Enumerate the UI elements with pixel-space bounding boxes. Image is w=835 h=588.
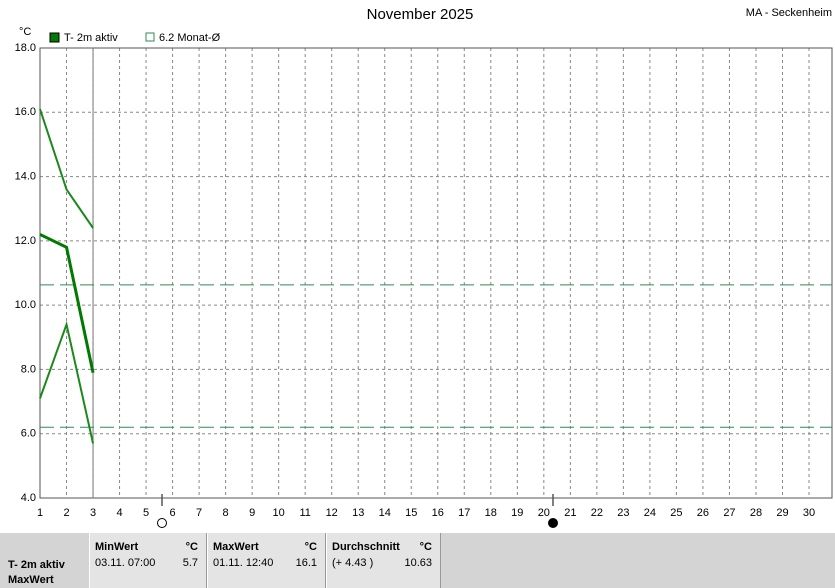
chart-title: November 2025 (367, 6, 474, 23)
x-tick-label: 8 (223, 507, 229, 519)
x-tick-label: 29 (776, 507, 788, 519)
row-label: MaxWert (8, 574, 54, 586)
x-tick-label: 21 (564, 507, 576, 519)
x-tick-label: 25 (670, 507, 682, 519)
y-tick-label: 14.0 (15, 170, 36, 182)
y-tick-label: 18.0 (15, 42, 36, 54)
column-time: 01.11. 12:40 (213, 557, 274, 569)
x-tick-label: 1 (37, 507, 43, 519)
x-tick-label: 22 (591, 507, 603, 519)
y-tick-label: 4.0 (21, 492, 36, 504)
x-tick-label: 18 (485, 507, 497, 519)
column-unit: °C (419, 541, 432, 553)
x-tick-label: 10 (273, 507, 285, 519)
x-tick-label: 16 (432, 507, 444, 519)
y-tick-label: 6.0 (21, 428, 36, 440)
x-tick-label: 5 (143, 507, 149, 519)
x-tick-label: 3 (90, 507, 96, 519)
column-time: 03.11. 07:00 (95, 557, 156, 569)
y-tick-label: 8.0 (21, 363, 36, 375)
summary-column: Durchschnitt °C (+ 4.43 ) 10.63 (326, 533, 441, 588)
column-value: 5.7 (182, 557, 198, 569)
x-tick-label: 17 (458, 507, 470, 519)
summary-column: MinWert °C 03.11. 07:00 5.7 (89, 533, 207, 588)
x-tick-label: 9 (249, 507, 255, 519)
x-tick-label: 27 (723, 507, 735, 519)
series-line (39, 233, 95, 373)
plot-frame (39, 47, 833, 499)
x-tick-label: 19 (511, 507, 523, 519)
x-tick-label: 2 (63, 507, 69, 519)
x-tick-label: 24 (644, 507, 656, 519)
x-tick-label: 15 (405, 507, 417, 519)
column-header: Durchschnitt (332, 541, 400, 553)
column-header: MinWert (95, 541, 139, 553)
column-time: (+ 4.43 ) (332, 557, 374, 569)
column-value: 16.1 (295, 557, 317, 569)
summary-panel: T- 2m aktiv MaxWert MinWert °C 03.11. 07:0… (0, 533, 835, 588)
x-tick-label: 26 (697, 507, 709, 519)
y-tick-label: 12.0 (15, 235, 36, 247)
x-tick-label: 11 (299, 507, 310, 519)
x-tick-label: 13 (352, 507, 364, 519)
row-label: T- 2m aktiv (8, 559, 65, 571)
series-line (39, 320, 95, 444)
column-header: MaxWert (213, 541, 259, 553)
x-tick-label: 12 (326, 507, 338, 519)
summary-column: MaxWert °C 01.11. 12:40 16.1 (207, 533, 326, 588)
x-tick-label: 23 (617, 507, 629, 519)
full-moon-icon (157, 518, 167, 528)
legend-swatch (49, 32, 60, 43)
x-tick-label: 28 (750, 507, 762, 519)
x-tick-label: 14 (379, 507, 391, 519)
series-line (39, 108, 94, 229)
location: MA - Seckenheim (746, 7, 832, 19)
column-unit: °C (304, 541, 317, 553)
y-tick-label: 10.0 (15, 299, 36, 311)
x-tick-label: 6 (170, 507, 176, 519)
x-tick-label: 7 (196, 507, 202, 519)
legend-label: 6.2 Monat-Ø (159, 32, 221, 44)
legend-swatch (145, 32, 155, 42)
legend-label: T- 2m aktiv (64, 32, 118, 44)
column-value: 10.63 (404, 557, 432, 569)
y-unit: °C (19, 26, 31, 38)
x-tick-label: 30 (803, 507, 815, 519)
x-tick-label: 4 (116, 507, 122, 519)
chart: November 2025 MA - Seckenheim °C 4.0 6.0 8… (15, 6, 833, 528)
new-moon-icon (548, 518, 558, 528)
y-tick-label: 16.0 (15, 106, 36, 118)
column-unit: °C (185, 541, 198, 553)
x-tick-label: 20 (538, 507, 550, 519)
